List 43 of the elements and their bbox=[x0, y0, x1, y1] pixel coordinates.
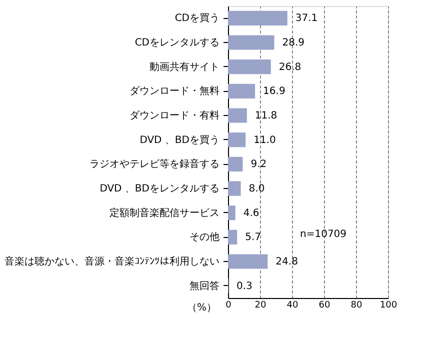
bar bbox=[228, 108, 247, 123]
data-label: 26.8 bbox=[278, 62, 302, 73]
data-label: 37.1 bbox=[295, 13, 318, 24]
bar bbox=[228, 84, 256, 98]
bar bbox=[228, 181, 241, 196]
data-label: 16.9 bbox=[263, 86, 286, 98]
annotation: n=10709 bbox=[300, 228, 347, 240]
y-tick-label: 定額制音楽配信サービス bbox=[110, 206, 220, 219]
y-tick-label: CDをレンタルする bbox=[134, 38, 220, 48]
y-tick-label: DVD 、BDをレンタルする bbox=[100, 184, 220, 194]
y-tick-label: CDを買う bbox=[174, 13, 220, 24]
y-tick-label: ラジオやテレビ等を録音する bbox=[90, 158, 220, 170]
bar bbox=[228, 206, 236, 220]
y-tick-label: その他 bbox=[190, 231, 220, 244]
data-label: 9.2 bbox=[250, 159, 267, 170]
data-label: 24.8 bbox=[276, 256, 298, 268]
y-tick-label: ダウンロード・有料 bbox=[130, 110, 220, 122]
bar bbox=[228, 60, 271, 74]
data-label: 11.8 bbox=[254, 110, 278, 122]
data-label: 0.3 bbox=[236, 280, 252, 292]
data-label: 11.0 bbox=[254, 134, 276, 146]
x-tick-label: 20 bbox=[254, 300, 266, 310]
bar bbox=[228, 35, 274, 50]
data-label: 28.9 bbox=[282, 38, 305, 48]
data-label: 5.7 bbox=[245, 232, 262, 244]
y-tick-label: 音楽は聴かない、音源・音楽ｺﾝﾃﾝﾂは利用しない bbox=[4, 256, 220, 268]
y-tick-label: 動画共有サイト bbox=[150, 60, 220, 73]
x-tick-label: 0 bbox=[226, 300, 232, 310]
x-tick-label: 60 bbox=[318, 300, 330, 310]
bar bbox=[228, 230, 238, 244]
x-tick-label: 80 bbox=[350, 300, 362, 310]
bar bbox=[228, 132, 246, 148]
x-tick-label: 100 bbox=[380, 300, 398, 310]
bar bbox=[228, 156, 243, 172]
y-tick-label: DVD 、BDを買う bbox=[140, 134, 220, 146]
x-axis-title: （%） bbox=[186, 302, 216, 314]
data-label: 4.6 bbox=[243, 208, 260, 219]
bar bbox=[228, 10, 288, 26]
y-tick-label: ダウンロード・無料 bbox=[130, 85, 220, 98]
x-tick-label: 40 bbox=[286, 300, 298, 310]
data-label: 8.0 bbox=[248, 184, 265, 194]
bar bbox=[228, 254, 268, 269]
y-tick-label: 無回答 bbox=[190, 280, 220, 292]
